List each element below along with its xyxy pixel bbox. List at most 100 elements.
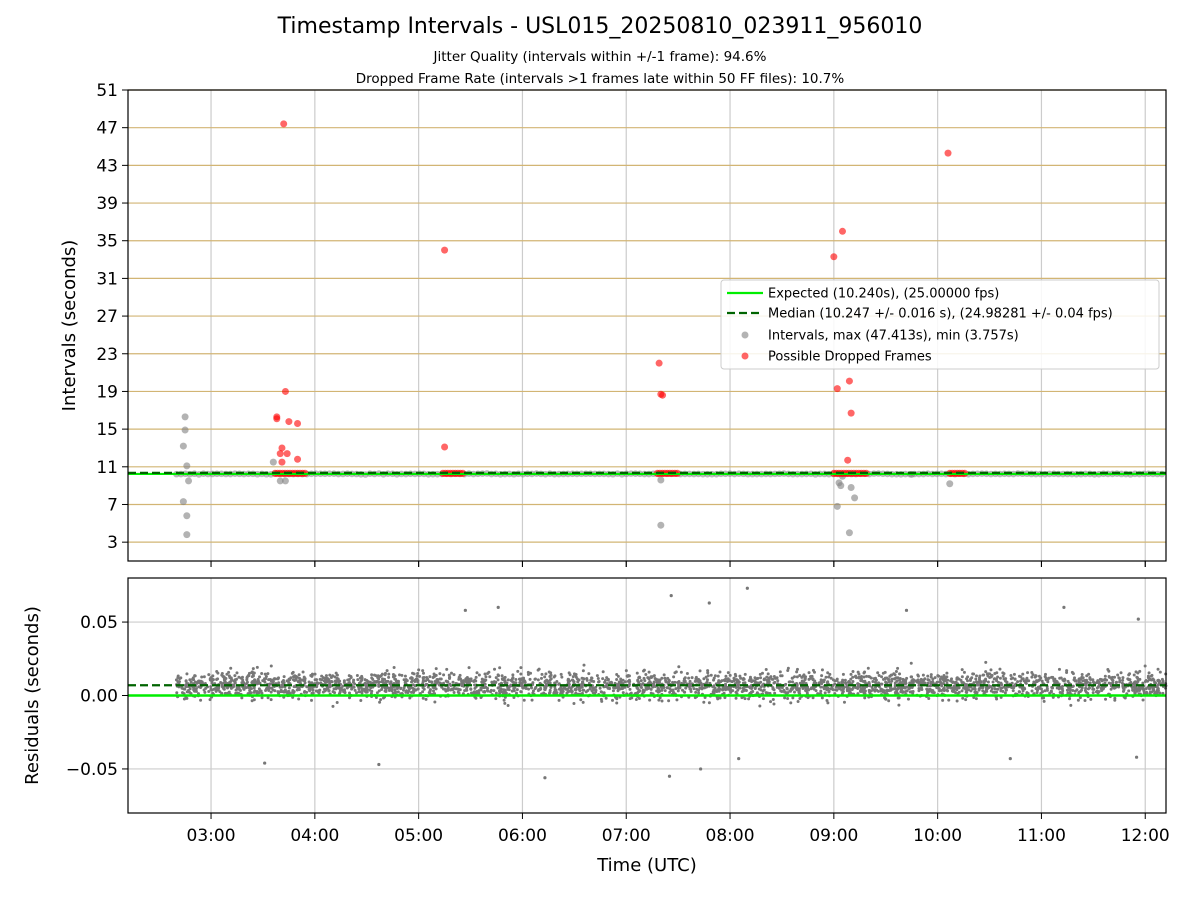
residual-point	[1100, 679, 1104, 683]
residual-point	[649, 687, 653, 691]
residual-point	[812, 670, 816, 674]
residual-point	[849, 677, 853, 681]
residual-point	[1012, 686, 1016, 690]
residual-point	[644, 672, 648, 676]
residual-point	[831, 683, 835, 687]
residual-point	[888, 674, 892, 678]
residual-point	[268, 682, 272, 686]
residual-point	[291, 688, 295, 692]
residual-point	[1027, 679, 1031, 683]
residual-point	[639, 679, 643, 683]
residual-point	[951, 686, 955, 690]
residual-point	[235, 671, 239, 675]
residual-point	[587, 681, 591, 685]
residual-point	[234, 688, 238, 692]
residual-point	[705, 678, 709, 682]
residual-point	[276, 677, 280, 681]
residual-point	[251, 672, 255, 676]
residual-point	[175, 691, 179, 695]
residual-point	[748, 686, 752, 690]
residual-point	[531, 689, 535, 693]
residual-point	[841, 672, 845, 676]
residual-point	[572, 680, 576, 684]
residual-point	[303, 681, 307, 685]
residual-point	[270, 686, 274, 690]
residual-point	[972, 681, 976, 685]
y-tick-label: 27	[96, 307, 118, 327]
residual-point	[260, 691, 264, 695]
residual-point	[428, 675, 432, 679]
residual-point	[1042, 699, 1046, 703]
residual-point	[991, 680, 995, 684]
y-tick-label: 31	[96, 269, 118, 289]
residual-point	[642, 669, 646, 673]
residual-point	[795, 684, 799, 688]
residual-point	[649, 691, 653, 695]
residual-point	[308, 689, 312, 693]
residual-point	[422, 675, 426, 679]
residual-point	[1037, 674, 1041, 678]
y-tick-label: 23	[96, 345, 118, 365]
residual-point	[1094, 690, 1098, 694]
residual-point	[310, 686, 314, 690]
residual-point	[418, 674, 422, 678]
legend-box	[720, 279, 1160, 370]
residual-point	[407, 689, 411, 693]
residual-point	[522, 698, 526, 702]
residual-point	[370, 676, 374, 680]
residual-point	[741, 677, 745, 681]
residual-point	[292, 685, 296, 689]
residual-point	[918, 687, 922, 691]
residual-point	[993, 671, 997, 675]
residual-point	[424, 679, 428, 683]
residual-point	[260, 696, 264, 700]
residual-point	[315, 678, 319, 682]
residual-point	[897, 696, 901, 700]
residual-point	[234, 691, 238, 695]
residual-point	[759, 680, 763, 684]
residual-point	[660, 688, 664, 692]
residual-point	[965, 691, 969, 695]
residual-point	[929, 675, 933, 679]
residual-point	[975, 683, 979, 687]
residual-point	[619, 677, 623, 681]
residual-point	[663, 676, 667, 680]
residual-point	[879, 682, 883, 686]
residual-point	[334, 671, 338, 675]
x-tick-label: 11:00	[1017, 826, 1066, 846]
residual-point	[447, 673, 451, 677]
residual-point	[432, 675, 436, 679]
residual-point	[208, 677, 212, 681]
residual-point	[482, 686, 486, 690]
residual-point	[548, 678, 552, 682]
residual-point	[372, 673, 376, 677]
residual-point	[863, 670, 867, 674]
residual-point	[936, 674, 940, 678]
residual-point	[1147, 671, 1151, 675]
residual-point	[1135, 689, 1139, 693]
residual-point	[652, 680, 656, 684]
residual-point	[1083, 698, 1087, 702]
residual-point	[716, 674, 720, 678]
residual-point	[480, 680, 484, 684]
residual-point	[689, 690, 693, 694]
residual-point	[863, 681, 867, 685]
residual-point	[914, 679, 918, 683]
residual-point	[753, 680, 757, 684]
residual-point	[263, 761, 267, 765]
residual-point	[376, 675, 380, 679]
residual-point	[709, 673, 713, 677]
residual-point	[1061, 689, 1065, 693]
residual-point	[734, 678, 738, 682]
residual-point	[964, 698, 968, 702]
residual-point	[479, 695, 483, 699]
residual-point	[253, 680, 257, 684]
residual-point	[297, 673, 301, 677]
residual-point	[430, 680, 434, 684]
residual-point	[457, 675, 461, 679]
residual-point	[578, 686, 582, 690]
residual-point	[438, 677, 442, 681]
residual-point	[560, 675, 564, 679]
residual-point	[1158, 691, 1162, 695]
residual-point	[1123, 696, 1127, 700]
